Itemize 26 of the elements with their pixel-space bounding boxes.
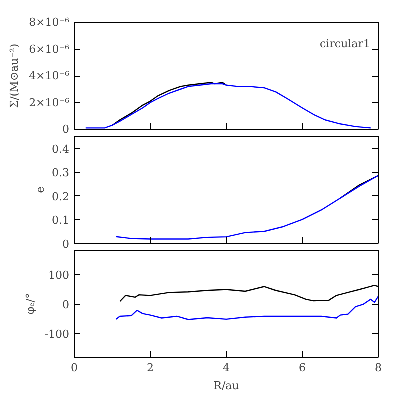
y-tick-label: 6×10⁻⁶ (29, 42, 70, 56)
y-tick-label: 100 (48, 268, 70, 282)
y-tick-label: 8×10⁻⁶ (29, 16, 70, 29)
line-series (85, 83, 372, 129)
x-tick-label: 6 (299, 362, 306, 374)
y-axis-title: e (34, 186, 48, 194)
x-axis-title: R/au (214, 380, 240, 392)
line-series (116, 175, 378, 240)
y-tick-label: 2×10⁻⁶ (29, 96, 70, 110)
x-tick-label: 8 (375, 362, 382, 374)
y-tick-label: -100 (44, 328, 70, 342)
y-axis-title: Σ/(M⊙au⁻²) (8, 44, 22, 108)
y-axis-title: φₑ/° (24, 293, 37, 315)
y-tick-label: 0.4 (52, 142, 70, 156)
y-tick-label: 0.2 (52, 190, 70, 204)
y-tick-label: 0 (62, 238, 70, 251)
x-tick-label: 4 (223, 362, 230, 374)
y-tick-label: 0.1 (52, 214, 70, 228)
y-tick-label: 0 (62, 298, 70, 312)
y-tick-label: 0 (62, 123, 70, 136)
y-tick-label: 4×10⁻⁶ (29, 70, 70, 82)
y-tick-label: 0.3 (52, 166, 70, 180)
line-series (116, 296, 378, 320)
line-series (112, 82, 228, 126)
x-tick-label: 2 (147, 362, 154, 374)
annotation: circular1 (320, 38, 370, 50)
